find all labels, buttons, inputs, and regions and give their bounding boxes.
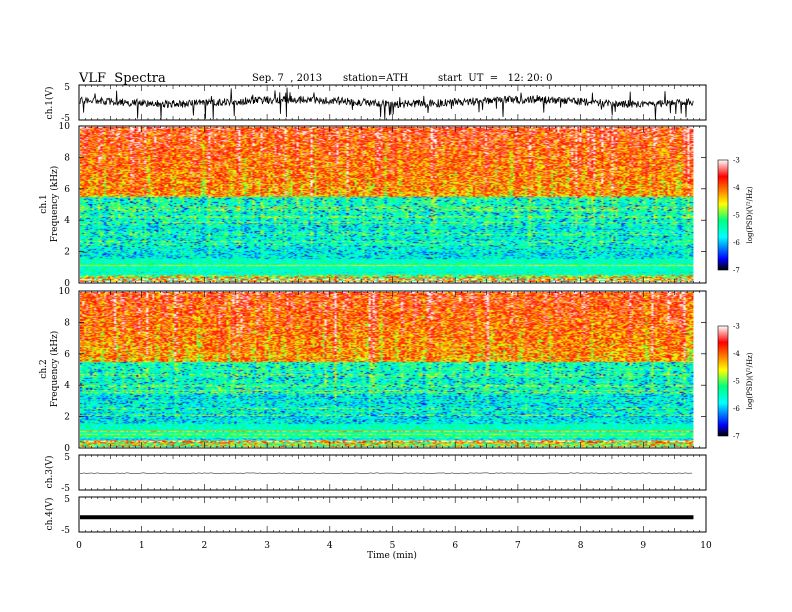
ch4-ytick-bottom: -5 xyxy=(61,526,70,536)
x-tick-label: 0 xyxy=(76,541,82,551)
ch3-waveform-line xyxy=(79,472,693,474)
x-tick-label: 7 xyxy=(515,541,521,551)
ch1-spec-ytick-label: 2 xyxy=(64,248,70,258)
x-axis-label: Time (min) xyxy=(367,550,417,561)
x-tick-label: 5 xyxy=(390,541,396,551)
ch1-ytick-top: 5 xyxy=(64,83,70,93)
station-label: station=ATH xyxy=(343,73,409,84)
x-tick-label: 8 xyxy=(578,541,584,551)
ch2-colorbar xyxy=(717,325,729,437)
ch1-colorbar-tick: -3 xyxy=(733,157,740,165)
x-tick-label: 6 xyxy=(452,541,458,551)
ch1-spec-ylabel-line1: ch.1 xyxy=(39,194,49,213)
ch2-spec-ytick-label: 6 xyxy=(64,350,70,360)
ch1-colorbar-tick: -7 xyxy=(733,267,740,275)
ch4-ylabel: ch.4(V) xyxy=(44,498,55,531)
x-tick-label: 9 xyxy=(640,541,646,551)
ch2-spec-ytick-label: 0 xyxy=(64,444,70,454)
ch1-ylabel: ch.1(V) xyxy=(44,87,55,120)
plot-title: VLF Spectra xyxy=(79,71,166,86)
ch1-colorbar xyxy=(717,159,729,271)
ch3-ytick-top: 5 xyxy=(64,453,70,463)
ch2-spec-ytick-label: 4 xyxy=(64,381,70,391)
ch4-ytick-top: 5 xyxy=(64,495,70,505)
ch1-colorbar-label: log(PSD)(V²/Hz) xyxy=(746,186,754,243)
ch3-ytick-bottom: -5 xyxy=(61,484,70,494)
x-tick-label: 4 xyxy=(327,541,333,551)
ch1-spec-ytick-label: 6 xyxy=(64,185,70,195)
ch3-ylabel: ch.3(V) xyxy=(44,456,55,489)
ch2-spectrogram-image xyxy=(80,292,694,447)
ch2-colorbar-tick: -3 xyxy=(733,323,740,331)
ch3-waveform-panel: 5 -5 ch.3(V) xyxy=(44,453,707,494)
ch2-colorbar-tick: -6 xyxy=(733,405,740,413)
ch2-colorbar-tick: -7 xyxy=(733,433,740,441)
x-tick-label: 10 xyxy=(700,541,712,551)
date-label: Sep. 7 , 2013 xyxy=(252,73,323,84)
ch1-spec-ytick-label: 0 xyxy=(64,279,70,289)
ch2-colorbar-label: log(PSD)(V²/Hz) xyxy=(746,352,754,409)
ch1-spectrogram-image xyxy=(80,127,694,282)
ch1-spec-ytick-label: 8 xyxy=(64,153,70,163)
x-tick-label: 2 xyxy=(202,541,208,551)
ch1-colorbar-tick: -6 xyxy=(733,239,740,247)
ch1-spec-ytick-label: 4 xyxy=(64,216,70,226)
ch2-spec-ylabel-line1: ch.2 xyxy=(39,359,49,378)
start-time-label: start UT = 12: 20: 0 xyxy=(438,73,553,84)
ch4-waveform-panel: 5 -5 ch.4(V) xyxy=(44,495,707,536)
ch1-waveform-panel: 5 -5 ch.1(V) xyxy=(44,83,707,124)
ch1-ytick-bottom: -5 xyxy=(61,114,70,124)
ch2-spec-ytick-label: 10 xyxy=(59,287,71,297)
ch1-spec-ylabel-line2: Frequency (kHz) xyxy=(49,166,60,243)
ch2-colorbar-tick: -5 xyxy=(733,378,740,386)
ch1-colorbar-tick: -4 xyxy=(733,184,740,192)
ch1-colorbar-tick: -5 xyxy=(733,212,740,220)
x-tick-label: 3 xyxy=(264,541,270,551)
ch2-spec-ytick-label: 8 xyxy=(64,318,70,328)
ch2-spec-ylabel-line2: Frequency (kHz) xyxy=(49,331,60,408)
ch1-spec-ytick-label: 10 xyxy=(59,122,71,132)
ch1-waveform-line xyxy=(79,87,694,120)
x-tick-label: 1 xyxy=(139,541,145,551)
ch2-spec-ytick-label: 2 xyxy=(64,413,70,423)
ch2-colorbar-tick: -4 xyxy=(733,350,740,358)
